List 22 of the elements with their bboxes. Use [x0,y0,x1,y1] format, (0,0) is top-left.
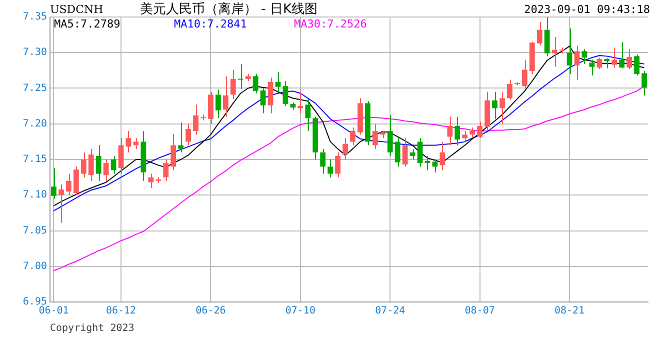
y-tick-label: 7.00 [22,260,47,272]
y-tick-label: 7.15 [22,154,47,166]
text: MA10:7.2841 [174,17,247,30]
x-tick-label: 06-12 [106,306,136,317]
text: 2023-09-01 09:43:18 [524,3,650,16]
text: MA30:7.2526 [294,17,367,30]
y-tick-label: 7.20 [22,118,47,130]
y-tick-label: 7.10 [22,190,47,201]
chart-subtitle: USDCNH [50,3,104,16]
x-tick-label: 06-26 [196,306,226,317]
text: Copyright 2023 [50,323,134,334]
x-tick-label: 07-10 [285,306,316,317]
y-tick-label: 7.25 [22,82,47,94]
text: MA5:7.2789 [54,17,120,30]
x-tick-label: 08-21 [554,306,585,317]
x-tick-label: 07-24 [375,306,406,317]
y-tick-label: 7.30 [22,47,47,58]
x-tick-label: 08-07 [464,306,495,317]
y-tick-label: 7.35 [22,12,47,23]
x-tick-label: 06-01 [38,306,69,317]
y-tick-label: 7.05 [22,225,47,236]
chart-title: 美元人民币（离岸） - 日K线图 [140,1,318,18]
